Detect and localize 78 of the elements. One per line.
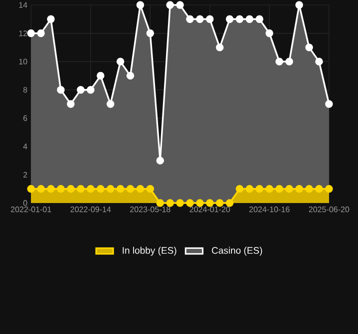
point [96, 185, 104, 193]
point [266, 185, 274, 193]
point [186, 199, 194, 207]
point [275, 58, 284, 66]
point [196, 15, 204, 23]
point [136, 185, 144, 193]
legend-label: In lobby (ES) [122, 246, 176, 256]
point [325, 100, 333, 108]
point [37, 29, 45, 38]
point [37, 185, 45, 193]
point [285, 58, 294, 66]
point [236, 185, 244, 193]
x-tick-label: 2023-05-18 [130, 206, 170, 212]
point [315, 58, 323, 66]
point [226, 199, 234, 207]
point [246, 15, 254, 23]
point [226, 15, 234, 23]
point [176, 199, 184, 207]
x-tick-label: 2024-10-16 [249, 206, 290, 212]
point [156, 156, 164, 164]
point [126, 72, 134, 80]
point [166, 1, 174, 9]
point [136, 1, 144, 9]
point [146, 185, 154, 193]
y-tick-label: 14 [19, 2, 28, 8]
point [166, 199, 174, 207]
point [56, 86, 65, 94]
point [246, 185, 254, 193]
point [305, 44, 313, 52]
x-tick-label: 2022-09-14 [70, 206, 111, 212]
x-tick-label: 2024-01-20 [190, 206, 230, 212]
point [116, 185, 124, 193]
point [86, 185, 94, 193]
point [56, 185, 65, 193]
point [116, 58, 124, 66]
point [256, 185, 264, 193]
y-tick-label: 4 [23, 144, 28, 150]
point [295, 1, 304, 9]
point [295, 185, 304, 193]
point [156, 199, 164, 207]
point [76, 86, 85, 94]
y-tick-label: 2 [23, 172, 28, 178]
y-tick-label: 8 [23, 87, 28, 93]
point [76, 185, 85, 193]
y-tick-label: 12 [19, 30, 28, 36]
point [186, 15, 194, 23]
point [216, 44, 224, 52]
point [196, 199, 204, 207]
point [305, 185, 313, 193]
point [266, 29, 274, 38]
point [86, 86, 94, 94]
legend-label: Casino (ES) [212, 246, 262, 256]
point [325, 185, 333, 193]
point [47, 185, 55, 193]
point [176, 1, 184, 9]
y-tick-label: 0 [23, 200, 28, 206]
y-tick-label: 10 [19, 58, 28, 64]
point [315, 185, 323, 193]
y-tick-label: 6 [23, 115, 28, 121]
point [285, 185, 294, 193]
x-tick-label: 2022-01-01 [10, 206, 52, 212]
point [126, 185, 134, 193]
point [27, 29, 35, 38]
point [66, 185, 75, 193]
point [206, 199, 214, 207]
point [206, 15, 214, 23]
point [216, 199, 224, 207]
point [106, 185, 114, 193]
x-tick-label: 2025-06-20 [308, 206, 350, 212]
point [96, 72, 104, 80]
point [236, 15, 244, 23]
point [106, 100, 114, 108]
point [256, 15, 264, 23]
point [66, 100, 75, 108]
point [275, 185, 284, 193]
point [47, 15, 55, 23]
point [146, 29, 154, 38]
point [27, 185, 35, 193]
